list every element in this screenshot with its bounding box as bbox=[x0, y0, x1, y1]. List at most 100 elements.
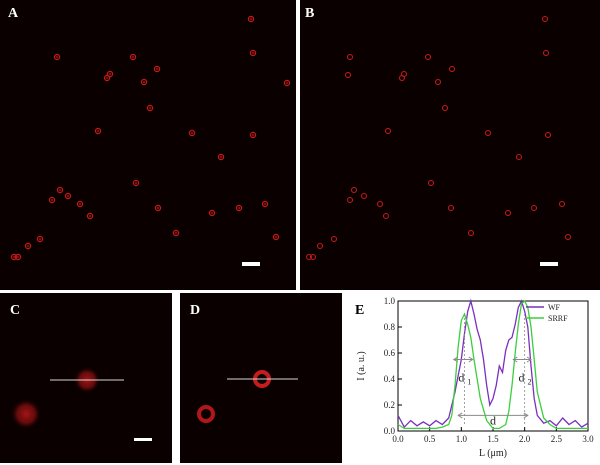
particle bbox=[76, 200, 84, 208]
particle bbox=[448, 65, 456, 73]
particle bbox=[441, 104, 449, 112]
particle-core bbox=[174, 231, 178, 235]
particle bbox=[188, 129, 196, 137]
particle bbox=[504, 209, 512, 217]
panel-c-scalebar bbox=[134, 438, 152, 441]
particle bbox=[316, 242, 324, 250]
particle-core bbox=[210, 211, 214, 215]
particle bbox=[154, 204, 162, 212]
particle bbox=[64, 192, 72, 200]
particle-core bbox=[50, 198, 54, 202]
particle bbox=[564, 233, 572, 241]
y-tick-label: 1.0 bbox=[384, 296, 396, 306]
particle bbox=[360, 192, 368, 200]
particle bbox=[153, 65, 161, 73]
annotation-label: d bbox=[490, 413, 496, 427]
particle bbox=[382, 212, 390, 220]
particle bbox=[424, 53, 432, 61]
annotation-label: d bbox=[519, 371, 525, 385]
arrowhead bbox=[526, 356, 532, 363]
particle bbox=[376, 200, 384, 208]
particle bbox=[14, 253, 22, 261]
annotation-subscript: 2 bbox=[528, 378, 532, 387]
arrowhead bbox=[512, 356, 518, 363]
particle bbox=[10, 253, 18, 261]
particle bbox=[398, 74, 406, 82]
arrowhead bbox=[468, 356, 474, 363]
particle bbox=[249, 49, 257, 57]
y-tick-label: 0.6 bbox=[384, 348, 396, 358]
particle bbox=[530, 204, 538, 212]
particle-core bbox=[66, 194, 70, 198]
particle-core bbox=[55, 55, 59, 59]
particle bbox=[247, 15, 255, 23]
particle bbox=[544, 131, 552, 139]
x-tick-label: 0.0 bbox=[392, 434, 404, 444]
particle bbox=[346, 53, 354, 61]
particle-core bbox=[274, 235, 278, 239]
x-tick-label: 1.5 bbox=[487, 434, 499, 444]
particle bbox=[305, 253, 313, 261]
particle-core bbox=[38, 237, 42, 241]
x-axis-label: L (μm) bbox=[479, 448, 507, 459]
particle bbox=[94, 127, 102, 135]
particle bbox=[384, 127, 392, 135]
panel-a-particles bbox=[10, 15, 291, 261]
particle bbox=[140, 78, 148, 86]
particle-core bbox=[155, 67, 159, 71]
profile-chart: 0.0 0.2 0.4 0.6 0.8 1.0 0.0 0.5 1.0 1.5 2.0 2.5 3.0 L… bbox=[356, 296, 594, 459]
particle bbox=[346, 196, 354, 204]
particle-core bbox=[105, 76, 109, 80]
particle bbox=[515, 153, 523, 161]
ring-particle bbox=[197, 405, 215, 423]
particle bbox=[86, 212, 94, 220]
particle bbox=[103, 74, 111, 82]
panel-d-image bbox=[197, 370, 298, 423]
particle-core bbox=[26, 244, 30, 248]
arrowhead bbox=[457, 412, 463, 419]
panel-c-image bbox=[11, 367, 124, 429]
particle bbox=[208, 209, 216, 217]
plot-area bbox=[397, 300, 589, 432]
blurred-particle bbox=[11, 399, 41, 429]
particle bbox=[344, 71, 352, 79]
particle bbox=[56, 186, 64, 194]
particle bbox=[467, 229, 475, 237]
y-tick-label: 0.0 bbox=[384, 426, 396, 436]
particle bbox=[350, 186, 358, 194]
particle-core bbox=[237, 206, 241, 210]
particle bbox=[558, 200, 566, 208]
particle-core bbox=[251, 51, 255, 55]
particle-core bbox=[285, 81, 289, 85]
particle bbox=[129, 53, 137, 61]
particle bbox=[249, 131, 257, 139]
panel-e-label: E bbox=[355, 303, 365, 318]
particle-core bbox=[108, 72, 112, 76]
particle bbox=[484, 129, 492, 137]
y-tick-label: 0.2 bbox=[384, 400, 395, 410]
x-tick-label: 1.0 bbox=[456, 434, 468, 444]
particle bbox=[24, 242, 32, 250]
series-line-srrf bbox=[397, 299, 588, 430]
particle bbox=[146, 104, 154, 112]
arrowhead bbox=[523, 412, 529, 419]
panel-a-label: A bbox=[8, 6, 19, 21]
panel-b-scalebar bbox=[540, 262, 558, 266]
particle bbox=[217, 153, 225, 161]
particle-core bbox=[142, 80, 146, 84]
particle-core bbox=[251, 133, 255, 137]
arrowhead bbox=[452, 356, 458, 363]
particle bbox=[541, 15, 549, 23]
panel-a-scalebar bbox=[242, 262, 260, 266]
particle bbox=[235, 204, 243, 212]
y-axis-label: I (a. u.) bbox=[356, 351, 367, 380]
particle-core bbox=[148, 106, 152, 110]
y-tick-label: 0.8 bbox=[384, 322, 396, 332]
x-tick-label: 3.0 bbox=[582, 434, 594, 444]
panel-c: C bbox=[0, 293, 172, 463]
particle bbox=[283, 79, 291, 87]
particle bbox=[434, 78, 442, 86]
particle bbox=[132, 179, 140, 187]
panel-b: B bbox=[300, 0, 600, 290]
panel-b-label: B bbox=[305, 6, 315, 21]
